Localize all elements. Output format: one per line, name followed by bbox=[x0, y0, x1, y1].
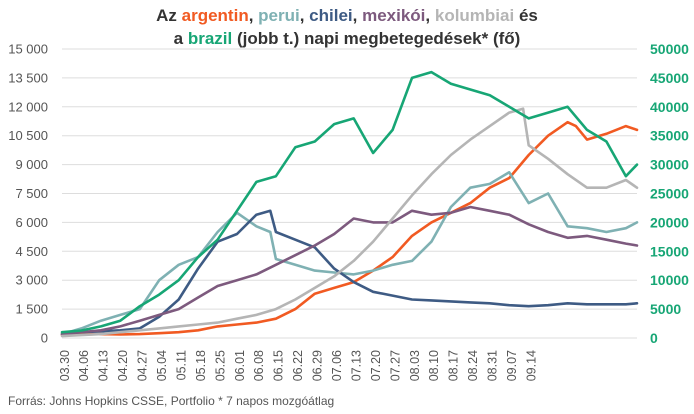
y-right-tick-label: 15000 bbox=[650, 243, 689, 259]
y-left-tick-label: 0 bbox=[41, 331, 48, 346]
series-line-chilei bbox=[60, 209, 639, 336]
y-left-tick-label: 15 000 bbox=[8, 42, 48, 57]
y-right-tick-label: 35000 bbox=[650, 128, 689, 144]
y-right-tick-label: 10000 bbox=[650, 272, 689, 288]
title-segment: Az bbox=[156, 6, 182, 25]
x-tick-label: 04.20 bbox=[116, 350, 130, 381]
y-left-tick-label: 7 500 bbox=[15, 186, 48, 201]
x-tick-label: 07.27 bbox=[388, 350, 402, 381]
y-right-tick-label: 45000 bbox=[650, 70, 689, 86]
title-segment: , bbox=[425, 6, 435, 25]
series-line-kolumbiai bbox=[60, 107, 639, 338]
title-segment: a bbox=[173, 29, 188, 48]
source-note: Forrás: Johns Hopkins CSSE, Portfolio * … bbox=[8, 394, 335, 408]
x-tick-label: 07.20 bbox=[369, 350, 383, 381]
y-right-tick-label: 30000 bbox=[650, 157, 689, 173]
series-line-argentin bbox=[60, 120, 639, 337]
y-left-tick-label: 1 500 bbox=[15, 302, 48, 317]
y-left-tick-label: 10 500 bbox=[8, 128, 48, 143]
x-tick-label: 06.29 bbox=[311, 350, 325, 381]
chart-title-line-2: a brazil (jobb t.) napi megbetegedések* … bbox=[0, 29, 694, 49]
title-segment: , bbox=[352, 6, 363, 25]
x-tick-label: 07.06 bbox=[330, 350, 344, 381]
y-right-tick-label: 5000 bbox=[650, 301, 681, 317]
y-left-tick-label: 13 500 bbox=[8, 70, 48, 85]
y-right-tick-label: 25000 bbox=[650, 186, 689, 202]
x-tick-label: 03.30 bbox=[58, 350, 72, 381]
y-left-tick-label: 3 000 bbox=[15, 273, 48, 288]
y-left-tick-label: 4 500 bbox=[15, 244, 48, 259]
x-tick-label: 06.15 bbox=[272, 350, 286, 381]
x-tick-label: 04.13 bbox=[97, 350, 111, 381]
series-line-mexikói bbox=[60, 205, 639, 336]
y-right-tick-label: 20000 bbox=[650, 214, 689, 230]
title-segment: kolumbiai bbox=[434, 6, 515, 25]
x-tick-label: 07.13 bbox=[349, 350, 363, 381]
title-segment: brazil bbox=[187, 29, 233, 48]
chart-title-line-1: Az argentin, perui, chilei, mexikói, kol… bbox=[0, 6, 694, 26]
title-segment: , bbox=[299, 6, 310, 25]
x-tick-label: 08.10 bbox=[427, 350, 441, 381]
y-left-tick-label: 6 000 bbox=[15, 215, 48, 230]
x-tick-label: 08.31 bbox=[486, 350, 500, 381]
x-tick-label: 04.27 bbox=[136, 350, 150, 381]
series-line-brazil bbox=[60, 70, 639, 334]
title-segment: (jobb t.) napi megbetegedések* (fő) bbox=[232, 29, 521, 48]
y-left-tick-label: 12 000 bbox=[8, 99, 48, 114]
title-segment: chilei bbox=[309, 6, 353, 25]
x-tick-label: 04.06 bbox=[77, 350, 91, 381]
title-segment: és bbox=[514, 6, 538, 25]
x-tick-label: 09.14 bbox=[524, 350, 538, 381]
x-tick-label: 05.25 bbox=[213, 350, 227, 381]
x-tick-label: 06.01 bbox=[233, 350, 247, 381]
title-segment: mexikói bbox=[362, 6, 426, 25]
series-line-perui bbox=[60, 171, 639, 336]
title-segment: argentin bbox=[181, 6, 249, 25]
y-left-tick-label: 9 000 bbox=[15, 157, 48, 172]
y-right-tick-label: 40000 bbox=[650, 99, 689, 115]
title-segment: , bbox=[248, 6, 259, 25]
x-tick-label: 08.03 bbox=[408, 350, 422, 381]
x-tick-label: 09.07 bbox=[505, 350, 519, 381]
x-tick-label: 08.24 bbox=[466, 350, 480, 381]
y-right-tick-label: 0 bbox=[650, 330, 658, 346]
x-tick-label: 06.08 bbox=[252, 350, 266, 381]
x-tick-label: 05.04 bbox=[155, 350, 169, 381]
x-tick-label: 05.11 bbox=[174, 350, 188, 380]
x-tick-label: 05.18 bbox=[194, 350, 208, 381]
x-tick-label: 06.22 bbox=[291, 350, 305, 381]
title-segment: perui bbox=[258, 6, 300, 25]
y-right-tick-label: 50000 bbox=[650, 41, 689, 57]
x-tick-label: 08.17 bbox=[447, 350, 461, 381]
